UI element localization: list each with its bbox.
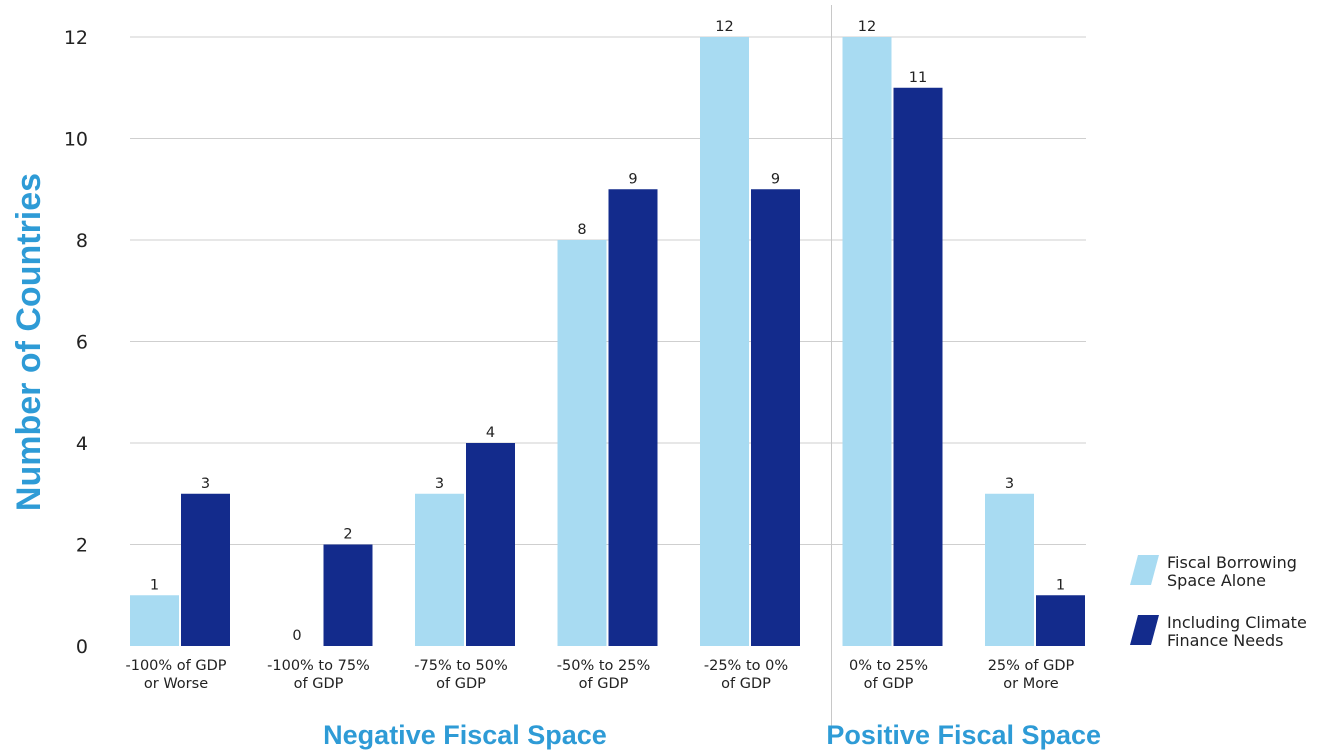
y-axis-label: Number of Countries [10,173,48,511]
bars [130,37,1085,646]
y-tick-label: 2 [76,535,88,557]
bar [466,443,515,646]
data-label: 9 [628,171,637,187]
data-label: 1 [1056,577,1065,593]
group-labels: Negative Fiscal Space Positive Fiscal Spa… [323,720,1101,750]
data-labels: 1 3 0 2 3 4 8 9 12 9 12 11 3 1 [150,19,1065,644]
data-label: 1 [150,577,159,593]
category-label-line: -25% to 0% [704,658,788,674]
group-label: Negative Fiscal Space [323,720,607,750]
category-label-line: -100% of GDP [125,658,226,674]
data-label: 0 [292,628,301,644]
data-label: 2 [343,527,352,543]
data-label: 8 [577,222,586,238]
legend-label: Including Climate Finance Needs [1167,613,1307,650]
bar [557,240,607,646]
category-label-line: 0% to 25% [849,658,928,674]
data-label: 3 [435,476,444,492]
bar [842,37,892,646]
legend-label-line: Space Alone [1167,571,1266,590]
category-label-line: of GDP [721,676,771,692]
y-tick-label: 10 [64,129,88,151]
data-label: 3 [201,476,210,492]
category-label-line: or Worse [144,676,208,692]
bar [893,87,943,646]
bar [1036,595,1085,646]
data-label: 4 [486,425,495,441]
bar [415,493,464,646]
legend-label-line: Finance Needs [1167,631,1283,650]
legend-label-line: Including Climate [1167,613,1307,632]
category-label-line: -75% to 50% [414,658,507,674]
category-label-line: or More [1003,676,1058,692]
y-axis-ticks: 0 2 4 6 8 10 12 [64,27,88,658]
category-label: -100% to 75% of GDP [267,658,370,692]
category-label-line: of GDP [294,676,344,692]
category-label: -75% to 50% of GDP [414,658,507,692]
x-axis-categories: -100% of GDP or Worse-100% to 75% of GDP-7… [125,658,1074,692]
bar [608,189,658,646]
category-label-line: of GDP [864,676,914,692]
legend-swatch [1130,615,1159,645]
legend-label-line: Fiscal Borrowing [1167,553,1297,572]
data-label: 9 [771,171,780,187]
data-label: 11 [909,70,927,86]
category-label-line: -100% to 75% [267,658,370,674]
bar [985,493,1034,646]
category-label-line: -50% to 25% [557,658,650,674]
data-label: 12 [715,19,733,35]
bar [323,544,373,646]
y-tick-label: 12 [64,27,88,49]
data-label: 12 [858,19,876,35]
y-tick-label: 4 [76,433,88,455]
data-label: 3 [1005,476,1014,492]
category-label-line: 25% of GDP [988,658,1075,674]
category-label: -50% to 25% of GDP [557,658,650,692]
bar [130,595,179,646]
category-label-line: of GDP [579,676,629,692]
legend: Fiscal Borrowing Space Alone Including Cli… [1130,553,1307,650]
category-label: 25% of GDP or More [988,658,1075,692]
legend-label: Fiscal Borrowing Space Alone [1167,553,1297,590]
category-label: -25% to 0% of GDP [704,658,788,692]
bar [700,37,749,646]
y-tick-label: 6 [76,332,88,354]
category-label: -100% of GDP or Worse [125,658,226,692]
gridlines [130,36,1086,545]
bar [751,189,800,646]
group-label: Positive Fiscal Space [826,720,1101,750]
category-label-line: of GDP [436,676,486,692]
y-tick-label: 0 [76,636,88,658]
category-label: 0% to 25% of GDP [849,658,928,692]
legend-swatch [1130,555,1159,585]
bar [181,493,230,646]
y-tick-label: 8 [76,230,88,252]
